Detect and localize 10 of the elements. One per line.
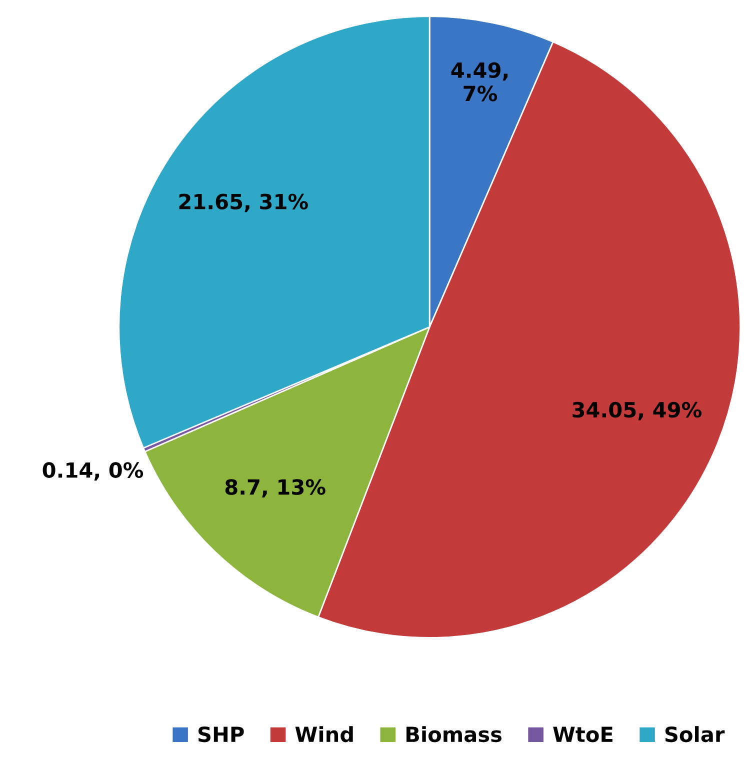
data-label: 4.49, 7%: [451, 62, 508, 102]
legend-label: Wind: [295, 726, 353, 742]
data-label: 8.7, 13%: [225, 479, 326, 498]
data-label: 21.65, 31%: [179, 194, 308, 212]
legend-label: WtoE: [553, 726, 612, 742]
data-label: 0.14, 0%: [42, 462, 144, 481]
legend-label: SHP: [198, 726, 244, 742]
data-label: 34.05, 49%: [572, 402, 702, 420]
legend-label: Biomass: [406, 726, 502, 742]
legend-label: Solar: [665, 726, 725, 742]
